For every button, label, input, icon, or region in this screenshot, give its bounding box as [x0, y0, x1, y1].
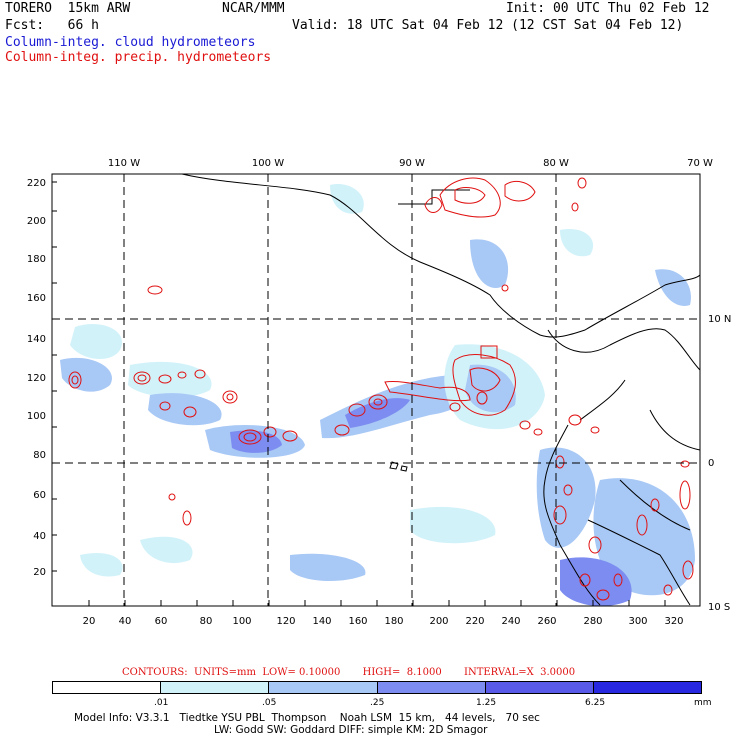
x-tick-label: 100 [232, 616, 251, 627]
x-tick-label: 180 [384, 616, 403, 627]
model-info-line1: Model Info: V3.3.1 Tiedtke YSU PBL Thomp… [74, 712, 540, 724]
x-tick-label: 160 [348, 616, 367, 627]
colorbar-label: .25 [370, 698, 385, 708]
x-tick-label: 200 [429, 616, 448, 627]
x-tick-label: 280 [583, 616, 602, 627]
y-tick-label: 60 [33, 490, 46, 501]
colorbar-label: .05 [262, 698, 277, 708]
latitude-labels: 10 N 0 10 S [708, 314, 731, 613]
x-tick-label: 80 [200, 616, 213, 627]
x-tick-label: 120 [276, 616, 295, 627]
colorbar-bin [377, 682, 486, 693]
colorbar-label: .01 [154, 698, 169, 708]
valid-time: Valid: 18 UTC Sat 04 Feb 12 (12 CST Sat … [292, 18, 684, 33]
lat-label: 10 N [708, 314, 731, 325]
cloud-field-label: Column-integ. cloud hydrometeors [5, 35, 256, 50]
x-tick-label: 60 [155, 616, 168, 627]
x-tick-label: 40 [119, 616, 132, 627]
y-tick-label: 120 [27, 373, 46, 384]
x-tick-label: 20 [83, 616, 96, 627]
lon-label: 70 W [687, 158, 713, 169]
x-tick-label: 220 [465, 616, 484, 627]
y-tick-label: 180 [27, 254, 46, 265]
coastlines [181, 173, 701, 606]
lat-label: 0 [708, 458, 714, 469]
y-tick-label: 160 [27, 293, 46, 304]
lon-label: 100 W [252, 158, 284, 169]
lat-lon-grid [52, 174, 700, 606]
longitude-labels: 110 W 100 W 90 W 80 W 70 W [108, 158, 713, 169]
colorbar [52, 681, 702, 694]
x-tick-label: 140 [312, 616, 331, 627]
x-tick-label: 240 [501, 616, 520, 627]
contour-legend: CONTOURS: UNITS=mm LOW= 0.10000 HIGH= 8.… [122, 667, 576, 678]
lon-label: 90 W [399, 158, 425, 169]
y-tick-label: 80 [33, 450, 46, 461]
colorbar-unit: mm [694, 698, 712, 708]
organization-label: NCAR/MMM [222, 1, 285, 16]
map-frame [51, 173, 701, 607]
y-tick-label: 100 [27, 411, 46, 422]
y-tick-labels: 20 40 60 80 100 120 140 160 180 200 220 [27, 178, 46, 578]
colorbar-bin [161, 682, 270, 693]
forecast-hour: Fcst: 66 h [5, 18, 99, 33]
x-tick-label: 260 [537, 616, 556, 627]
cloud-shading [60, 184, 695, 607]
x-tick-label: 300 [628, 616, 647, 627]
colorbar-bin [269, 682, 378, 693]
precip-field-label: Column-integ. precip. hydrometeors [5, 50, 272, 65]
y-axis-ticks [52, 181, 57, 572]
model-info-line2: LW: Godd SW: Goddard DIFF: simple KM: 2D… [214, 724, 488, 736]
x-tick-label: 320 [664, 616, 683, 627]
colorbar-bin [593, 682, 702, 693]
colorbar-label: 6.25 [585, 698, 606, 708]
y-tick-label: 220 [27, 178, 46, 189]
y-tick-label: 20 [33, 567, 46, 578]
init-time: Init: 00 UTC Thu 02 Feb 12 [506, 1, 710, 16]
y-tick-label: 200 [27, 216, 46, 227]
colorbar-label: 1.25 [476, 698, 497, 708]
colorbar-bin [485, 682, 594, 693]
y-tick-label: 140 [27, 334, 46, 345]
lon-label: 110 W [108, 158, 140, 169]
colorbar-bin [53, 682, 162, 693]
model-title: TORERO 15km ARW [5, 1, 131, 16]
x-tick-labels: 20 40 60 80 100 120 140 160 180 200 220 … [83, 616, 684, 627]
x-axis-ticks [88, 600, 666, 606]
lon-label: 80 W [543, 158, 569, 169]
lat-label: 10 S [708, 602, 730, 613]
y-tick-label: 40 [33, 531, 46, 542]
precip-contours [68, 177, 694, 601]
